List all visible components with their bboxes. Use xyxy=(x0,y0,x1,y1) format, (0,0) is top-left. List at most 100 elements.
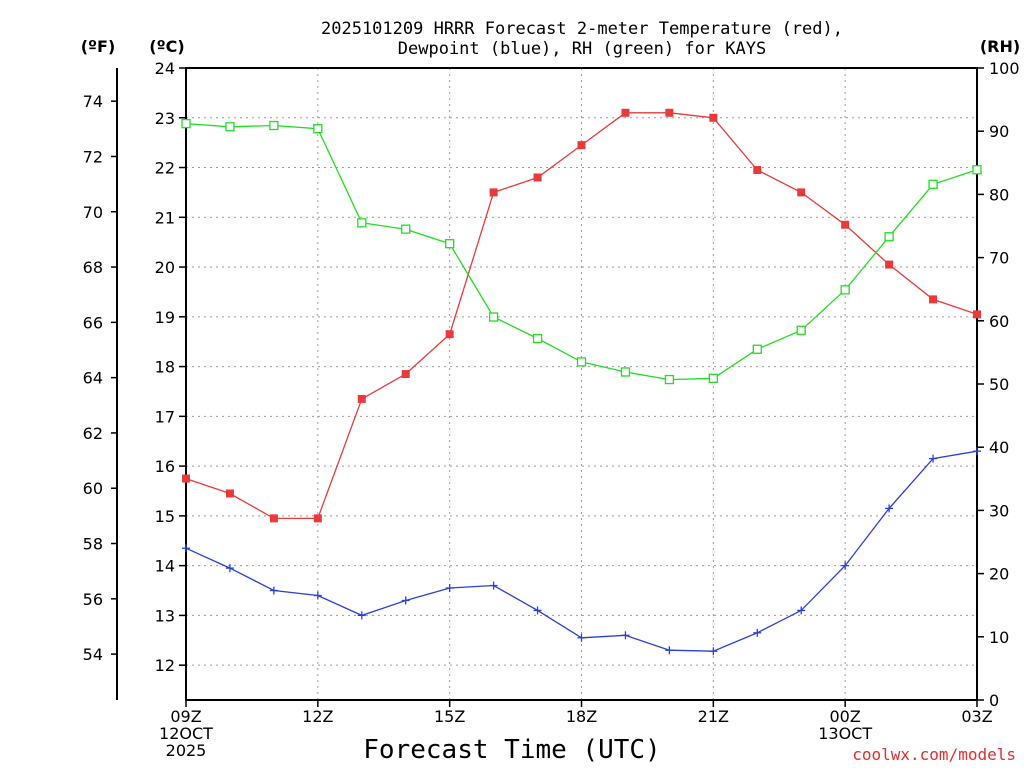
dewpoint-point xyxy=(929,454,938,463)
x-axis-title: Forecast Time (UTC) xyxy=(363,735,660,765)
dewpoint-point xyxy=(621,631,630,640)
temperature-point xyxy=(929,295,938,304)
temperature-point xyxy=(489,188,498,197)
rh-point xyxy=(313,124,323,134)
dewpoint-point xyxy=(577,633,586,642)
temperature-point xyxy=(357,394,366,403)
rh-point xyxy=(225,122,235,132)
rh-point xyxy=(928,179,938,189)
dewpoint-point xyxy=(797,606,806,615)
x-tick-label: 18Z xyxy=(566,707,597,726)
x-tick-label: 21Z xyxy=(698,707,729,726)
celsius-tick-label: 23 xyxy=(155,109,175,128)
temperature-point xyxy=(445,330,454,339)
rh-tick-label: 70 xyxy=(989,249,1009,268)
celsius-unit-label: (ºC) xyxy=(149,37,184,56)
dewpoint-point xyxy=(885,504,894,513)
rh-point xyxy=(840,285,850,295)
celsius-tick-label: 13 xyxy=(155,606,175,625)
axes xyxy=(116,67,978,701)
rh-tick-label: 20 xyxy=(989,565,1009,584)
temperature-point xyxy=(797,188,806,197)
x-tick-label: 13OCT xyxy=(818,724,872,743)
dewpoint-point xyxy=(269,586,278,595)
temperature-point xyxy=(401,370,410,379)
dewpoint-point xyxy=(709,647,718,656)
fahrenheit-tick-label: 60 xyxy=(83,479,103,498)
rh-unit-label: (RH) xyxy=(980,37,1020,56)
fahrenheit-tick-label: 56 xyxy=(83,590,103,609)
x-tick-label: 2025 xyxy=(166,741,207,760)
fahrenheit-tick-label: 58 xyxy=(83,535,103,554)
x-tick-label: 12Z xyxy=(302,707,333,726)
celsius-tick-label: 20 xyxy=(155,258,175,277)
temperature-point xyxy=(753,166,762,175)
rh-point xyxy=(181,118,191,129)
fahrenheit-tick-label: 68 xyxy=(83,258,103,277)
dewpoint-point xyxy=(401,596,410,605)
temperature-point xyxy=(225,489,234,498)
x-tick-label: 15Z xyxy=(434,707,465,726)
rh-point xyxy=(664,374,675,385)
celsius-tick-label: 19 xyxy=(155,308,175,327)
rh-tick-label: 10 xyxy=(989,628,1009,647)
fahrenheit-tick-label: 72 xyxy=(83,147,103,166)
temperature-point xyxy=(885,260,894,269)
temperature-point xyxy=(533,173,542,182)
rh-point xyxy=(445,239,455,249)
temperature-point xyxy=(269,514,278,523)
dewpoint-point xyxy=(313,591,322,600)
temperature-point xyxy=(973,310,981,319)
rh-tick-label: 80 xyxy=(989,185,1009,204)
celsius-tick-label: 24 xyxy=(155,59,175,78)
dewpoint-point xyxy=(533,606,542,615)
x-tick-label: 03Z xyxy=(961,707,992,726)
dewpoint-point xyxy=(182,544,190,553)
fahrenheit-tick-label: 64 xyxy=(83,369,103,388)
x-tick-label: 12OCT xyxy=(159,724,213,743)
rh-point xyxy=(796,325,806,335)
celsius-tick-label: 15 xyxy=(155,507,175,526)
temperature-point xyxy=(665,108,674,117)
dewpoint-point xyxy=(665,646,674,655)
rh-point xyxy=(357,218,367,228)
dewpoint-point xyxy=(753,628,762,637)
fahrenheit-tick-label: 66 xyxy=(83,313,103,332)
fahrenheit-tick-label: 74 xyxy=(83,92,103,111)
chart-title-line-2: Dewpoint (blue), RH (green) for KAYS xyxy=(398,39,766,59)
celsius-tick-label: 17 xyxy=(155,407,175,426)
rh-tick-label: 0 xyxy=(989,691,999,710)
temperature-point xyxy=(313,514,322,523)
temperature-point xyxy=(621,108,630,117)
tick-labels: 12 13 14 15 16 17 18 19 20 21 22 23 24 54 56 58 60 62 64 66… xyxy=(83,59,1020,760)
rh-tick-label: 60 xyxy=(989,312,1009,331)
temperature-point xyxy=(841,220,850,229)
temperature-point xyxy=(709,113,718,122)
fahrenheit-tick-label: 54 xyxy=(83,645,103,664)
fahrenheit-unit-label: (ºF) xyxy=(81,37,116,56)
temperature-point xyxy=(577,141,586,150)
rh-point xyxy=(620,367,631,377)
chart-title-line-1: 2025101209 HRRR Forecast 2-meter Tempera… xyxy=(321,19,843,39)
celsius-tick-label: 21 xyxy=(155,208,175,227)
rh-point xyxy=(972,165,982,175)
rh-point xyxy=(488,312,499,322)
temperature-point xyxy=(182,474,190,483)
rh-point xyxy=(752,344,762,354)
grid-lines xyxy=(186,68,977,700)
dewpoint-point xyxy=(445,584,454,593)
rh-point xyxy=(708,373,718,383)
data-series xyxy=(181,108,982,656)
dewpoint-point xyxy=(841,561,850,570)
rh-point xyxy=(884,232,894,242)
rh-tick-label: 50 xyxy=(989,375,1009,394)
dewpoint-point xyxy=(489,581,498,590)
series-line-rh xyxy=(185,122,978,381)
fahrenheit-tick-label: 70 xyxy=(83,203,103,222)
celsius-tick-label: 22 xyxy=(155,159,175,178)
rh-point xyxy=(576,357,587,367)
fahrenheit-tick-label: 62 xyxy=(83,424,103,443)
celsius-tick-label: 16 xyxy=(155,457,175,476)
x-tick-label: 00Z xyxy=(830,707,861,726)
